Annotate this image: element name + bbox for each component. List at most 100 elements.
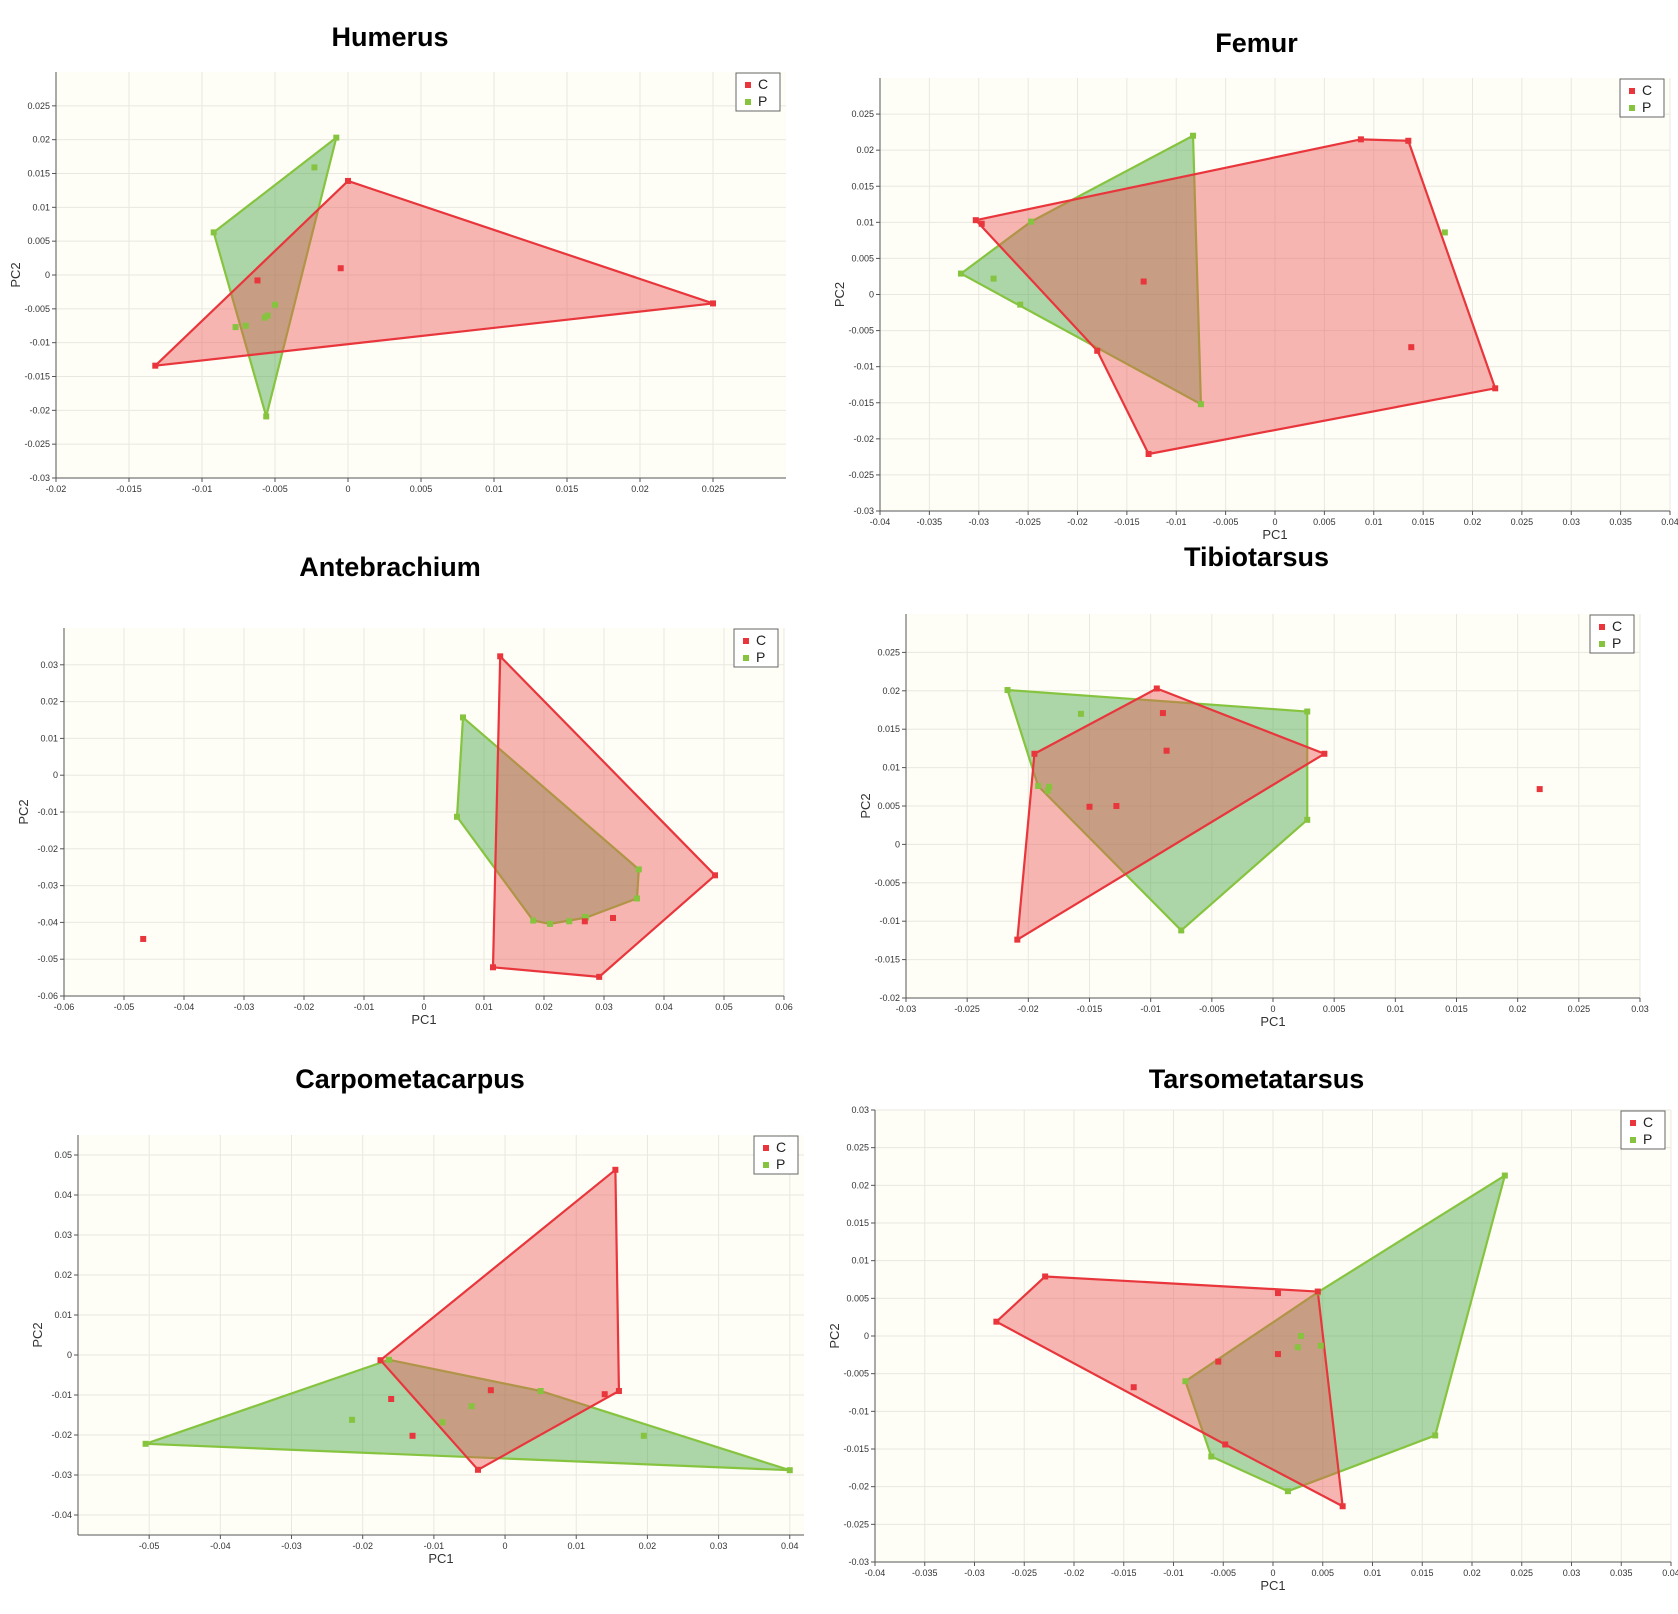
y-tick-label: -0.02 — [51, 1430, 72, 1440]
point-P — [1304, 816, 1311, 823]
x-tick-label: 0.025 — [1568, 1004, 1591, 1014]
y-tick-label: 0.04 — [54, 1190, 72, 1200]
x-tick-label: -0.015 — [116, 484, 142, 494]
y-tick-label: -0.025 — [843, 1519, 869, 1529]
x-tick-label: -0.02 — [1064, 1568, 1085, 1578]
y-tick-label: -0.015 — [843, 1444, 869, 1454]
legend-swatch-C — [1599, 624, 1605, 630]
x-tick-label: 0 — [345, 484, 350, 494]
x-tick-label: -0.01 — [424, 1541, 445, 1551]
point-P — [1017, 301, 1024, 308]
chart-femur: -0.04 -0.035 -0.03 -0.025 -0.02 -0.015 -0.01 -0… — [832, 78, 1678, 542]
x-tick-label: -0.01 — [192, 484, 213, 494]
x-axis-label: PC1 — [428, 1551, 453, 1566]
legend — [1589, 614, 1635, 654]
point-P — [1190, 132, 1197, 139]
y-tick-label: -0.03 — [848, 1557, 869, 1567]
point-C — [1405, 137, 1412, 144]
y-tick-label: 0 — [864, 1331, 869, 1341]
x-tick-label: 0.03 — [710, 1541, 728, 1551]
y-tick-label: 0.05 — [54, 1150, 72, 1160]
x-tick-label: -0.005 — [1210, 1568, 1236, 1578]
x-tick-label: -0.02 — [294, 1002, 315, 1012]
point-C — [140, 935, 147, 942]
point-C — [1153, 685, 1160, 692]
y-tick-label: -0.005 — [874, 878, 900, 888]
legend-swatch-P — [763, 1162, 769, 1168]
point-C — [615, 1388, 622, 1394]
point-P — [1304, 708, 1311, 715]
x-tick-label: 0.01 — [1365, 517, 1383, 527]
x-axis-label: PC1 — [1260, 1014, 1285, 1029]
point-P — [349, 1416, 356, 1423]
point-P — [386, 1356, 393, 1363]
point-C — [1163, 747, 1170, 754]
legend-label-P: P — [776, 1156, 785, 1172]
panel-tarsometatarsus: Tarsometatarsus -0.04 -0.035 -0.03 -0.025 -0… — [827, 1060, 1678, 1610]
y-tick-label: 0.005 — [27, 236, 50, 246]
y-tick-label: -0.02 — [853, 434, 874, 444]
legend — [753, 1135, 799, 1175]
y-tick-label: 0.025 — [27, 101, 50, 111]
x-tick-label: -0.025 — [954, 1004, 980, 1014]
x-tick-label: 0.005 — [410, 484, 433, 494]
legend-label-P: P — [1612, 635, 1621, 651]
x-axis-label: PC1 — [1262, 527, 1287, 542]
point-C — [1357, 136, 1364, 143]
chart-title: Humerus — [331, 22, 449, 52]
x-tick-label: -0.01 — [354, 1002, 375, 1012]
x-tick-label: 0.02 — [535, 1002, 553, 1012]
x-tick-label: -0.02 — [46, 484, 67, 494]
point-C — [1014, 936, 1021, 943]
y-axis-label: PC2 — [8, 262, 23, 287]
y-tick-label: 0.02 — [54, 1270, 72, 1280]
point-C — [475, 1466, 482, 1473]
point-P — [1501, 1172, 1508, 1179]
point-C — [1321, 750, 1328, 757]
x-tick-label: 0.005 — [1323, 1004, 1346, 1014]
legend-swatch-C — [763, 1145, 769, 1151]
point-P — [990, 275, 997, 282]
legend-label-P: P — [1643, 1131, 1652, 1147]
point-P — [1004, 687, 1011, 694]
x-tick-label: -0.02 — [352, 1541, 373, 1551]
point-C — [497, 653, 504, 660]
point-P — [1317, 1342, 1324, 1349]
legend — [1619, 78, 1665, 118]
x-tick-label: -0.035 — [912, 1568, 938, 1578]
legend-swatch-C — [743, 638, 749, 644]
point-C — [254, 277, 261, 284]
point-P — [1197, 401, 1204, 408]
point-C — [993, 1318, 1000, 1325]
point-P — [786, 1467, 793, 1474]
x-tick-label: 0.025 — [702, 484, 725, 494]
y-tick-label: 0.01 — [856, 217, 874, 227]
x-tick-label: 0.035 — [1609, 517, 1632, 527]
legend-label-C: C — [1642, 82, 1652, 98]
point-C — [1140, 278, 1147, 285]
legend — [1620, 1110, 1666, 1150]
chart-title: Carpometacarpus — [295, 1064, 525, 1094]
y-tick-label: 0.015 — [27, 169, 50, 179]
x-tick-label: 0.01 — [485, 484, 503, 494]
y-tick-label: 0 — [45, 270, 50, 280]
x-tick-label: 0.015 — [1445, 1004, 1468, 1014]
y-tick-label: 0.01 — [32, 202, 50, 212]
x-tick-label: 0.03 — [1631, 1004, 1649, 1014]
point-C — [710, 300, 716, 307]
point-C — [1536, 786, 1543, 793]
point-C — [1094, 347, 1101, 354]
x-tick-label: -0.005 — [1213, 517, 1239, 527]
x-tick-label: -0.06 — [54, 1002, 75, 1012]
point-C — [596, 973, 603, 980]
x-tick-label: -0.03 — [281, 1541, 302, 1551]
x-tick-label: 0.05 — [715, 1002, 733, 1012]
legend-label-P: P — [756, 649, 765, 665]
legend-label-C: C — [758, 76, 768, 92]
x-tick-label: -0.03 — [896, 1004, 917, 1014]
y-tick-label: 0.005 — [846, 1293, 869, 1303]
y-tick-label: 0.01 — [851, 1256, 869, 1266]
point-C — [1159, 710, 1166, 717]
point-C — [581, 918, 588, 925]
point-P — [210, 229, 217, 236]
